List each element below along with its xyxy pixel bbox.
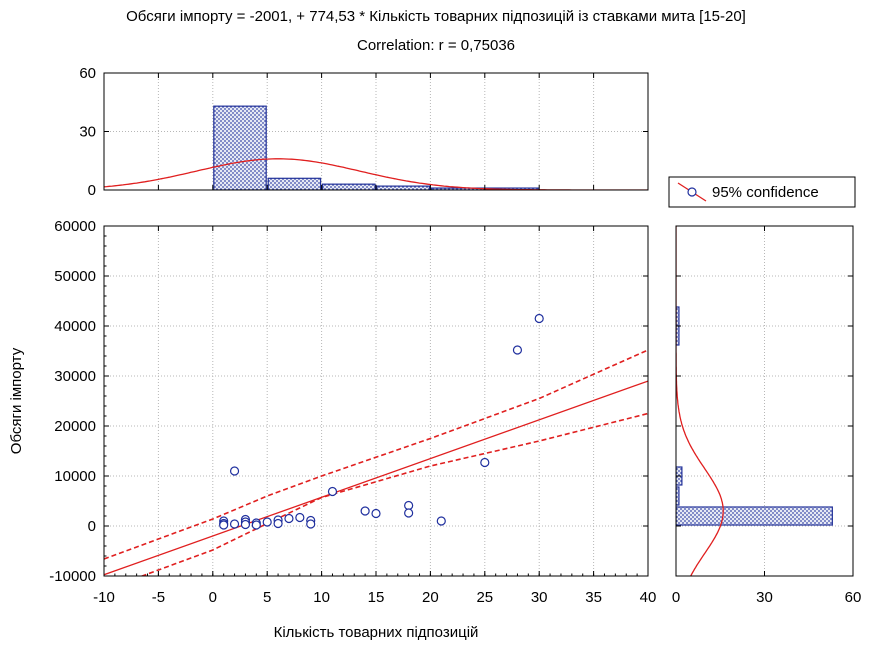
tick-label: 60000 xyxy=(54,218,96,235)
data-point xyxy=(306,519,316,529)
confidence-band-upper xyxy=(104,349,648,560)
axis-ticks xyxy=(103,72,854,577)
legend-label: 95% confidence xyxy=(712,184,819,201)
histogram-bar xyxy=(213,105,267,190)
chart-title: Обсяги імпорту = -2001, + 774,53 * Кільк… xyxy=(126,8,746,25)
regression-lines xyxy=(104,349,648,576)
data-point xyxy=(229,466,240,476)
data-point xyxy=(371,508,381,519)
data-point xyxy=(273,518,283,529)
data-point xyxy=(284,513,294,524)
data-point xyxy=(480,457,490,468)
tick-label: 60 xyxy=(845,589,862,606)
top-histogram-grid xyxy=(104,73,648,190)
data-point xyxy=(229,519,240,529)
tick-label: 10 xyxy=(313,589,330,606)
data-point xyxy=(534,313,544,324)
tick-label: -10 xyxy=(93,589,115,606)
data-point xyxy=(360,506,370,516)
tick-label: -5 xyxy=(152,589,165,606)
legend-marker-icon xyxy=(687,187,697,197)
chart-subtitle: Correlation: r = 0,75036 xyxy=(357,37,515,54)
scatter-points xyxy=(219,313,544,530)
x-axis-label: Кількість товарних підпозицій xyxy=(274,624,479,641)
tick-label: 40 xyxy=(640,589,657,606)
tick-label: 0 xyxy=(88,182,96,199)
side-histogram-bars xyxy=(676,306,833,526)
side-normal-curve xyxy=(676,226,724,576)
scatter-grid xyxy=(104,226,648,576)
normal-curve xyxy=(676,226,724,576)
tick-label: 40000 xyxy=(54,318,96,335)
axis-tick-labels: -10 -5 0 5 10 15 20 25 30 35 40 -10000 0 10000 20000 30… xyxy=(49,65,861,606)
tick-label: 0 xyxy=(88,518,96,535)
tick-label: 30 xyxy=(531,589,548,606)
tick-label: 15 xyxy=(368,589,385,606)
histogram-bar xyxy=(376,185,431,190)
confidence-band-lower xyxy=(139,412,648,576)
tick-label: 10000 xyxy=(54,468,96,485)
tick-label: 25 xyxy=(476,589,493,606)
tick-label: -10000 xyxy=(49,568,96,585)
y-axis-label: Обсяги імпорту xyxy=(8,347,25,454)
tick-label: 30 xyxy=(756,589,773,606)
data-point xyxy=(251,520,261,530)
data-point xyxy=(240,519,251,530)
tick-label: 0 xyxy=(672,589,680,606)
data-point xyxy=(295,512,305,523)
tick-label: 0 xyxy=(209,589,217,606)
tick-label: 30 xyxy=(79,124,96,141)
regression-line xyxy=(104,380,648,576)
histogram-bar xyxy=(676,506,833,526)
tick-label: 5 xyxy=(263,589,271,606)
tick-label: 20 xyxy=(422,589,439,606)
data-point xyxy=(262,517,272,527)
data-point xyxy=(436,516,446,526)
tick-label: 50000 xyxy=(54,268,96,285)
tick-label: 35 xyxy=(585,589,602,606)
tick-label: 30000 xyxy=(54,368,96,385)
legend: 95% confidence xyxy=(668,176,856,208)
tick-label: 20000 xyxy=(54,418,96,435)
data-point xyxy=(404,500,414,511)
histogram-bar xyxy=(676,486,680,506)
histogram-bar xyxy=(322,183,376,190)
data-point xyxy=(512,345,523,355)
histogram-bar xyxy=(267,177,322,190)
top-histogram-bars xyxy=(213,105,539,190)
tick-label: 60 xyxy=(79,65,96,82)
data-point xyxy=(327,486,338,497)
data-point xyxy=(404,508,414,518)
data-point xyxy=(219,520,229,530)
